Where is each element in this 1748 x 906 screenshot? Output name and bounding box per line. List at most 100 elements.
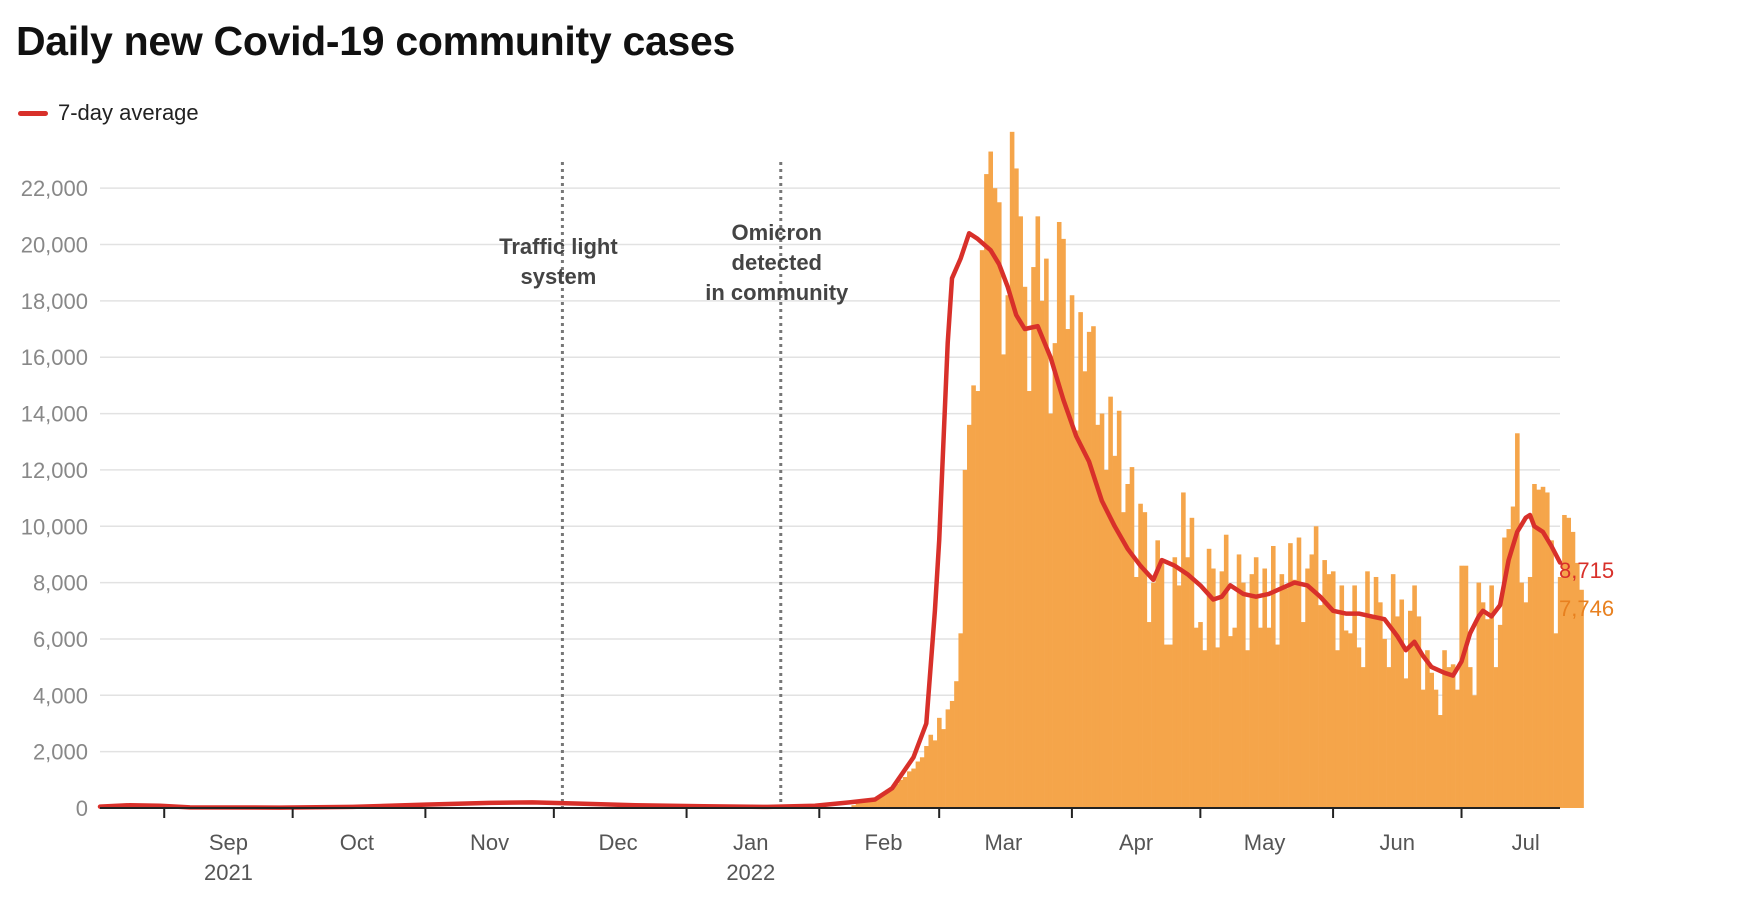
daily-case-bar [1266, 627, 1272, 808]
annotations: Traffic light system Omicron detected in com… [499, 162, 849, 808]
daily-case-bar [1133, 576, 1139, 808]
y-tick-label: 18,000 [21, 289, 88, 314]
daily-case-bar [1009, 131, 1015, 809]
y-tick-label: 4,000 [33, 683, 88, 708]
average-line [97, 231, 1563, 810]
daily-case-bar [1373, 576, 1379, 808]
daily-case-bar [1579, 589, 1584, 808]
daily-case-bar [1532, 484, 1537, 808]
daily-case-bar [996, 202, 1002, 808]
x-tick-label: Feb [865, 830, 903, 855]
daily-case-bar [1365, 571, 1370, 808]
daily-case-bar [1476, 582, 1482, 808]
daily-case-bar [1395, 616, 1400, 808]
daily-case-bar [1502, 537, 1507, 808]
daily-case-bar [1211, 568, 1216, 808]
daily-case-bar [1442, 650, 1447, 808]
daily-case-bar [1536, 489, 1542, 808]
daily-case-bar [1223, 534, 1229, 808]
daily-case-bar [1253, 557, 1259, 808]
annotation-text: system [520, 264, 596, 289]
daily-case-bar [1193, 627, 1199, 808]
daily-case-bar [1450, 664, 1456, 808]
daily-case-bar [1181, 492, 1186, 808]
daily-case-bar [1459, 565, 1464, 808]
daily-case-bar [1493, 667, 1499, 808]
daily-case-bar [1086, 331, 1092, 808]
daily-case-bar [1095, 424, 1101, 808]
daily-case-bar [1399, 599, 1405, 808]
daily-case-bar [1348, 633, 1353, 808]
daily-case-bar [1300, 622, 1306, 808]
daily-case-bar [1403, 678, 1409, 808]
daily-case-bar [1146, 622, 1152, 808]
x-tick-label: May [1244, 830, 1286, 855]
annotation-text: Omicron [732, 220, 822, 245]
daily-case-bar [1390, 574, 1396, 808]
daily-case-bar [1108, 396, 1113, 808]
daily-case-bar [1189, 517, 1195, 808]
daily-case-bar [1352, 585, 1357, 808]
daily-case-bar [1382, 638, 1387, 808]
daily-case-bar [1437, 715, 1443, 808]
daily-case-bar [1232, 627, 1238, 808]
daily-case-bar [1052, 343, 1058, 808]
daily-case-bar [898, 779, 904, 808]
daily-case-bar [1031, 267, 1036, 808]
daily-case-bar [971, 385, 976, 808]
daily-case-bar [988, 151, 993, 808]
daily-case-bar [1172, 557, 1178, 808]
end-labels: 8,715 7,746 [1559, 558, 1614, 621]
daily-case-bar [924, 746, 929, 808]
y-tick-label: 14,000 [21, 402, 88, 427]
daily-case-bar [1425, 650, 1430, 808]
daily-case-bar [1159, 562, 1165, 808]
daily-case-bar [1497, 624, 1503, 808]
daily-case-bar [1228, 636, 1233, 808]
annotation-text: Traffic light [499, 234, 618, 259]
daily-case-bar [1322, 560, 1327, 808]
daily-case-bar [1283, 588, 1289, 808]
daily-case-bar [1292, 579, 1297, 808]
daily-case-bar [1540, 486, 1546, 808]
daily-case-bar [1339, 585, 1345, 808]
daily-case-bar [1463, 565, 1469, 808]
y-tick-label: 8,000 [33, 571, 88, 596]
daily-case-bar [962, 469, 968, 808]
daily-case-bar [1313, 526, 1319, 808]
daily-case-bar [1335, 650, 1340, 808]
daily-case-bar [1429, 672, 1434, 808]
daily-case-bar [1570, 531, 1576, 808]
daily-case-bar [1125, 484, 1131, 808]
daily-case-bar [1168, 644, 1173, 808]
daily-case-bar [958, 633, 964, 808]
x-tick-label: Jul [1512, 830, 1540, 855]
daily-case-bar [1262, 568, 1268, 808]
daily-case-bar [1574, 562, 1580, 808]
daily-case-bar [967, 424, 972, 808]
legend: 7-day average [18, 100, 199, 126]
daily-case-bar [1219, 571, 1225, 808]
daily-case-bar [1245, 650, 1250, 808]
daily-case-bar [1074, 430, 1079, 808]
daily-case-bar [894, 784, 899, 808]
daily-case-bar [1078, 312, 1083, 808]
daily-case-bar [979, 250, 985, 809]
x-tick-label: Nov [470, 830, 509, 855]
daily-case-bar [1198, 622, 1203, 808]
daily-case-bar [1386, 667, 1392, 808]
annotation-text: in community [705, 280, 849, 305]
daily-case-bar [885, 789, 891, 808]
x-tick-label: Apr [1119, 830, 1153, 855]
daily-case-bar [1099, 413, 1105, 808]
daily-case-bar [1416, 616, 1422, 808]
daily-case-bar [1288, 543, 1293, 808]
daily-case-bar [1005, 295, 1011, 809]
x-tick-label: Jun [1380, 830, 1415, 855]
daily-case-bar [1270, 545, 1276, 808]
daily-case-bar [872, 798, 878, 808]
daily-case-bar [1557, 576, 1563, 808]
annotation-text: detected [732, 250, 822, 275]
daily-case-bar [945, 709, 951, 808]
x-tick-year: 2021 [204, 860, 253, 885]
